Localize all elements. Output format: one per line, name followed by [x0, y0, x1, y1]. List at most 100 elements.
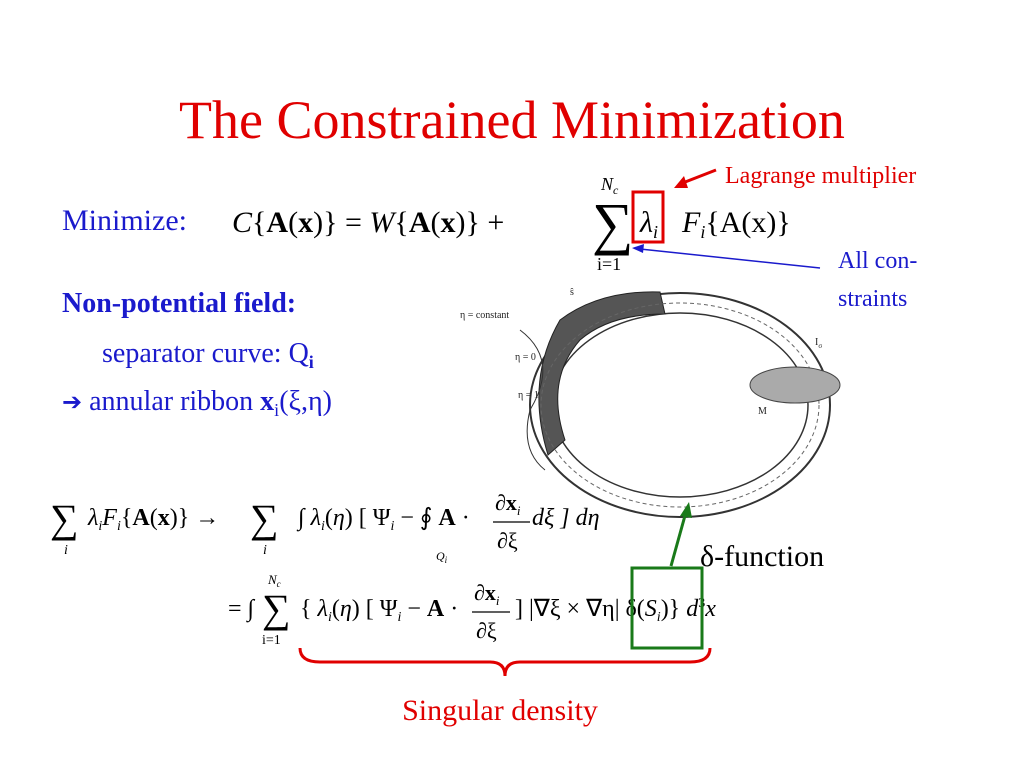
eq-piece: ∂x [474, 580, 496, 605]
sum-lower: i=1 [262, 633, 281, 648]
eq-piece: λ [639, 206, 653, 239]
eq-piece: )} = [313, 206, 369, 239]
text-piece: x [260, 386, 274, 417]
eq-piece: c [277, 579, 281, 589]
constraints-arrow [639, 248, 821, 269]
eq-piece: N [267, 572, 278, 587]
eq-piece: c [613, 183, 619, 197]
eq-piece: A [132, 505, 150, 531]
figure: η = constant η = 0 η = 1 ŝ M Iσ [460, 287, 841, 518]
figure-label: η = constant [460, 310, 509, 321]
eq-piece: · [444, 596, 458, 622]
eq-piece: { [300, 596, 318, 622]
eq-piece: )} [661, 596, 687, 622]
eq-piece: ) [ Ψ [352, 596, 398, 622]
eq-piece: λ [87, 505, 98, 531]
text-line: separator curve: Qi [102, 338, 314, 372]
text-piece: ➔ [62, 388, 82, 416]
equation: λiFi{A(x)} → [87, 505, 219, 534]
eq-piece: i [98, 519, 102, 534]
eq-piece: λ [317, 596, 328, 622]
eq-piece: A [427, 596, 445, 622]
fraction-num: ∂xi [495, 490, 521, 518]
eq-piece: i [321, 519, 325, 534]
eq-piece: i [700, 222, 705, 242]
eq-piece: x [704, 596, 716, 622]
eq-piece: i [653, 222, 658, 242]
equation: ] |∇ξ × ∇η| δ(Si)} d3x [515, 596, 716, 625]
annotation: Singular density [402, 694, 598, 727]
text-piece: i [309, 352, 314, 372]
eq-piece: N [600, 174, 614, 194]
equation: = ∫ [228, 596, 256, 623]
title: The Constrained Minimization [179, 90, 845, 150]
text-piece: i [274, 400, 279, 420]
arrow-head [632, 244, 644, 253]
fraction-num: ∂xi [474, 580, 500, 608]
contour-sub: Qi [436, 549, 448, 565]
figure-label: Iσ [815, 337, 822, 350]
sum: ∑ [50, 496, 79, 541]
figure-label: σ [818, 342, 822, 350]
eq-piece: {A(x)} [705, 206, 790, 239]
eq-piece: − ∮ [394, 505, 438, 531]
eq-piece: i [517, 503, 521, 518]
figure-label: M [758, 406, 767, 417]
eq-piece: W [369, 206, 397, 239]
sum-lower: i [64, 543, 68, 558]
eq-piece: { [121, 505, 133, 531]
eq-piece: A [409, 206, 431, 239]
eq-piece: ( [332, 596, 340, 622]
arrow-head [674, 176, 688, 188]
eq-piece: S [645, 596, 657, 622]
eq-piece: ( [325, 505, 333, 531]
eq-piece: ] |∇ξ × ∇η| δ( [515, 596, 645, 622]
eq-piece: ( [288, 206, 298, 239]
eq-piece: ∫ [296, 505, 311, 532]
arrow-head [680, 502, 692, 518]
equation: ∫ λi(η) [ Ψi − ∮ A · [296, 505, 470, 534]
equation: dξ ] dη [532, 505, 600, 531]
eq-piece: ( [150, 505, 158, 531]
eq-piece: ( [430, 206, 440, 239]
eq-piece: η [333, 505, 345, 531]
figure-label: ŝ [570, 287, 574, 298]
text-piece: (ξ,η) [279, 386, 332, 417]
eq-piece: A [438, 505, 456, 531]
sum-upper: Nc [267, 572, 281, 589]
equation: C{A(x)} = W{A(x)} + [232, 206, 504, 239]
sum-lower: i [263, 543, 267, 558]
eq-piece: i [390, 519, 394, 534]
annotation: All con- [838, 248, 917, 274]
eq-piece: )} → [170, 505, 220, 531]
text-line: ➔ annular ribbon xi(ξ,η) [62, 386, 332, 420]
eq-piece: d [686, 596, 699, 622]
eq-piece: x [440, 206, 455, 239]
heading: Non-potential field: [62, 288, 296, 319]
equation: { λi(η) [ Ψi − A · [300, 596, 458, 625]
text-piece: annular ribbon [82, 386, 260, 417]
eq-piece: i [657, 610, 661, 625]
fraction-den: ∂ξ [497, 528, 518, 553]
text-piece: separator curve: Q [102, 338, 309, 369]
eq-piece: ∂x [495, 490, 517, 515]
eq-piece: x [158, 505, 170, 531]
eq-piece: { [394, 206, 408, 239]
delta-arrow [669, 511, 688, 567]
figure-label: η = 0 [515, 352, 536, 363]
eq-piece: x [298, 206, 313, 239]
lagrange-arrow [679, 168, 717, 186]
brace [298, 647, 712, 677]
eq-piece: i [117, 519, 121, 534]
eq-piece: F [101, 505, 117, 531]
eq-piece: i [445, 555, 448, 565]
lambda: λi [639, 206, 658, 242]
sum: ∑ [262, 586, 291, 631]
eq-piece: i [496, 593, 500, 608]
fraction-den: ∂ξ [476, 618, 497, 643]
eq-piece: λ [310, 505, 321, 531]
eq-piece: C [232, 206, 253, 239]
